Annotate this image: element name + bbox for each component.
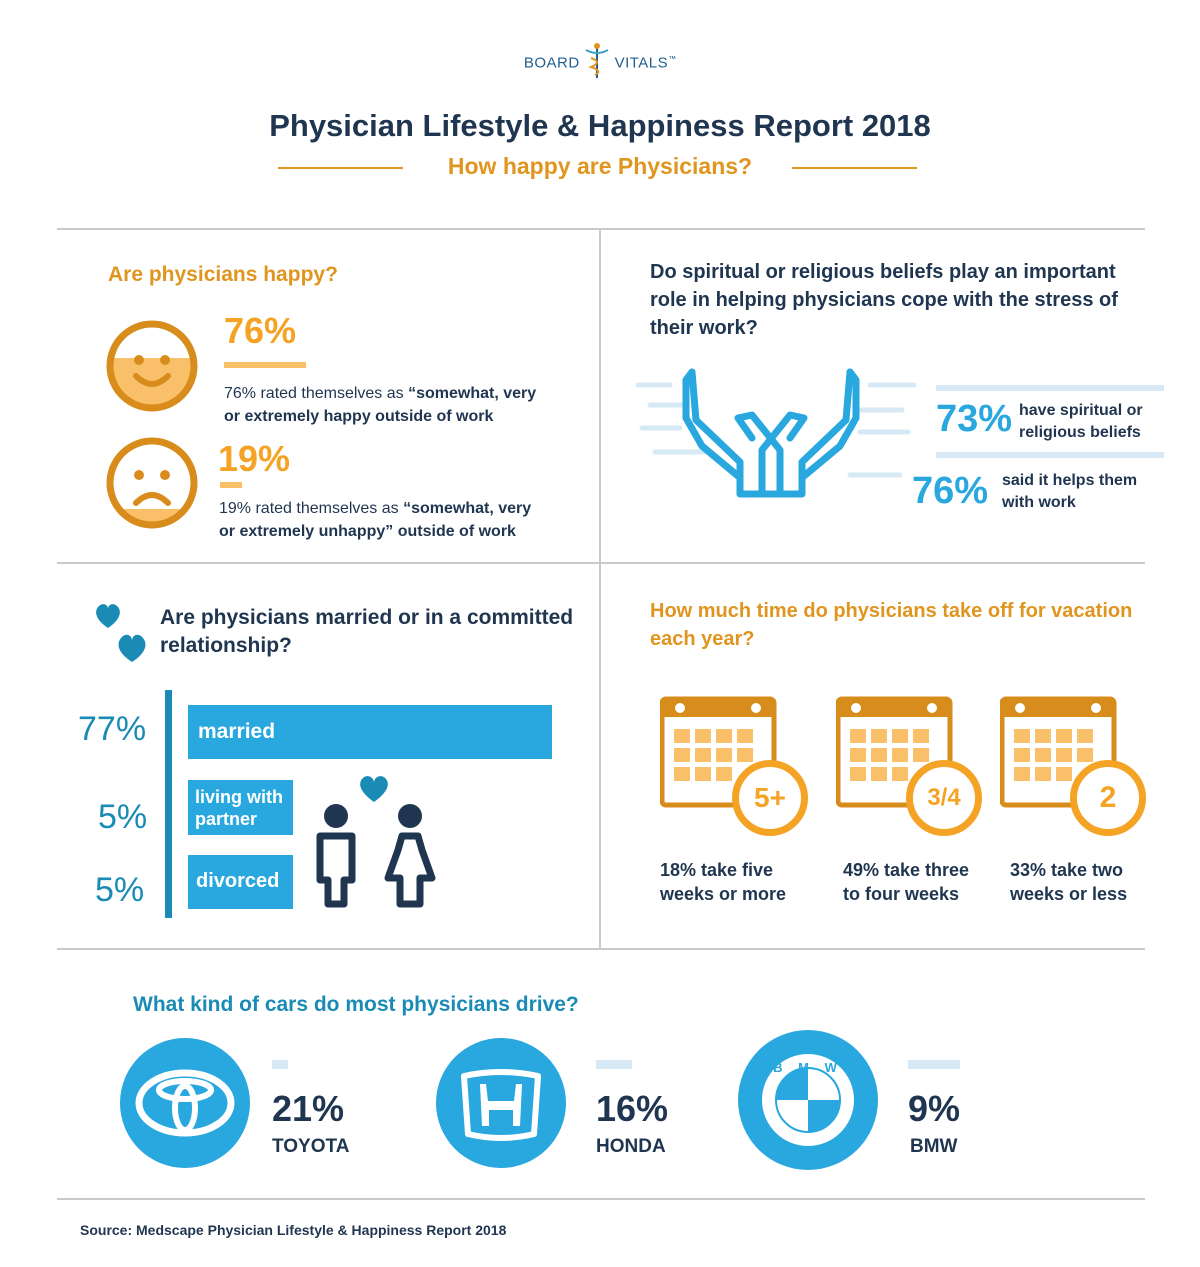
vacation-label-3-line2: weeks or less xyxy=(1010,884,1128,904)
honda-name: HONDA xyxy=(596,1136,666,1157)
vacation-heading-line1: How much time do physicians take off for… xyxy=(650,600,1133,622)
vacation-badge-1-text: 5+ xyxy=(754,782,786,813)
spiritual-heading: Do spiritual or religious beliefs play a… xyxy=(650,258,1118,342)
divider-bottom xyxy=(57,1198,1145,1200)
divorced-bar: divorced xyxy=(188,855,293,909)
calendar-icon-3 xyxy=(999,693,1118,809)
living-bar: living with partner xyxy=(188,780,293,835)
stat1-text-line2: religious beliefs xyxy=(1019,424,1141,441)
vacation-heading: How much time do physicians take off for… xyxy=(650,597,1132,653)
hearts-icon xyxy=(92,598,152,669)
bmw-icon xyxy=(762,1054,854,1146)
toyota-logo xyxy=(120,1038,250,1168)
cars-heading: What kind of cars do most physicians dri… xyxy=(133,993,579,1016)
vacation-label-2-line2: to four weeks xyxy=(843,884,960,904)
vacation-label-2: 49% take three to four weeks xyxy=(843,858,969,906)
unhappy-pct: 19% xyxy=(218,438,291,479)
happiness-heading: Are physicians happy? xyxy=(108,263,338,286)
spiritual-heading-line2: role in helping physicians cope with the… xyxy=(650,289,1118,311)
living-label-line1: living with xyxy=(195,787,283,807)
vacation-badge-1: 5+ xyxy=(732,760,808,836)
vacation-badge-2-text: 3/4 xyxy=(927,784,961,811)
logo-trademark: ™ xyxy=(668,54,677,64)
source-note: Source: Medscape Physician Lifestyle & H… xyxy=(80,1222,507,1238)
unhappy-pct-bar xyxy=(220,482,242,488)
praying-hands-icon xyxy=(630,360,920,505)
bmw-logo: B M W xyxy=(738,1030,878,1170)
subtitle-rule-right xyxy=(792,167,917,169)
stat1-text: have spiritual or religious beliefs xyxy=(1019,400,1143,444)
toyota-icon xyxy=(135,1069,235,1137)
married-label: married xyxy=(198,720,276,743)
honda-logo xyxy=(436,1038,566,1168)
married-pct: 77% xyxy=(78,710,147,748)
relationship-heading: Are physicians married or in a committed… xyxy=(160,604,573,660)
subtitle-rule-left xyxy=(278,167,403,169)
happy-pct-bar xyxy=(224,362,306,368)
vacation-badge-2: 3/4 xyxy=(906,760,982,836)
spiritual-heading-line3: their work? xyxy=(650,317,758,339)
page-subtitle: How happy are Physicians? xyxy=(447,153,753,179)
sad-face-icon xyxy=(104,435,200,536)
toyota-pct: 21% xyxy=(272,1088,345,1129)
unhappy-description: 19% rated themselves as “somewhat, very … xyxy=(219,497,531,543)
logo-left: BOARD xyxy=(523,54,580,72)
bar-axis xyxy=(165,690,172,918)
married-bar: married xyxy=(188,705,552,759)
stat2-text-line1: said it helps them xyxy=(1002,472,1138,489)
bmw-letters: B M W xyxy=(773,1060,843,1075)
relationship-heading-line1: Are physicians married or in a committed xyxy=(160,606,574,629)
vacation-label-1-line2: weeks or more xyxy=(660,884,787,904)
stat2-pct: 76% xyxy=(912,470,989,512)
stat2-text-line2: with work xyxy=(1002,494,1076,511)
logo: BOARD VITALS™ xyxy=(0,42,1200,85)
happy-desc-plain: 76% rated themselves as xyxy=(224,385,409,402)
caduceus-icon xyxy=(584,42,610,85)
divider-vertical xyxy=(599,228,601,948)
vacation-heading-line2: each year? xyxy=(650,628,755,650)
vacation-label-3-line1: 33% take two xyxy=(1010,860,1124,880)
happy-description: 76% rated themselves as “somewhat, very … xyxy=(224,382,536,428)
vacation-label-3: 33% take two weeks or less xyxy=(1010,858,1127,906)
stat1-text-line1: have spiritual or xyxy=(1019,402,1143,419)
relationship-heading-line2: relationship? xyxy=(160,634,292,657)
living-label-line2: partner xyxy=(195,809,258,829)
unhappy-desc-plain: 19% rated themselves as xyxy=(219,500,404,517)
vacation-badge-3-text: 2 xyxy=(1099,781,1117,814)
honda-icon xyxy=(461,1069,541,1141)
unhappy-desc-line2: or extremely unhappy” outside of work xyxy=(219,523,516,540)
page-title: Physician Lifestyle & Happiness Report 2… xyxy=(269,108,931,143)
happy-desc-bold: “somewhat, very xyxy=(408,385,537,402)
vacation-label-1: 18% take five weeks or more xyxy=(660,858,786,906)
stat1-pct: 73% xyxy=(936,398,1013,440)
vacation-label-1-line1: 18% take five xyxy=(660,860,774,880)
divider-top xyxy=(57,228,1145,230)
spiritual-heading-line1: Do spiritual or religious beliefs play a… xyxy=(650,261,1116,283)
bmw-pct: 9% xyxy=(908,1088,961,1129)
vacation-label-2-line1: 49% take three xyxy=(843,860,970,880)
bmw-name: BMW xyxy=(910,1136,958,1157)
toyota-tick xyxy=(272,1060,288,1069)
stat2-rule xyxy=(936,452,1164,458)
living-pct: 5% xyxy=(98,798,148,836)
honda-pct: 16% xyxy=(596,1088,669,1129)
stat2-text: said it helps them with work xyxy=(1002,470,1137,514)
divider-middle xyxy=(57,562,1145,564)
divorced-label: divorced xyxy=(196,870,280,892)
unhappy-desc-bold: “somewhat, very xyxy=(403,500,532,517)
happy-desc-line2: or extremely happy outside of work xyxy=(224,408,494,425)
toyota-name: TOYOTA xyxy=(272,1136,350,1157)
happy-face-icon xyxy=(104,318,200,419)
happy-pct: 76% xyxy=(224,310,297,351)
vacation-badge-3: 2 xyxy=(1070,760,1146,836)
bmw-tick xyxy=(908,1060,960,1069)
stat1-rule xyxy=(936,385,1164,391)
living-label: living with partner xyxy=(195,786,283,830)
divider-lower xyxy=(57,948,1145,950)
divorced-pct: 5% xyxy=(95,871,145,909)
honda-tick xyxy=(596,1060,632,1069)
couple-icon xyxy=(310,772,440,913)
logo-right: VITALS xyxy=(614,54,669,72)
